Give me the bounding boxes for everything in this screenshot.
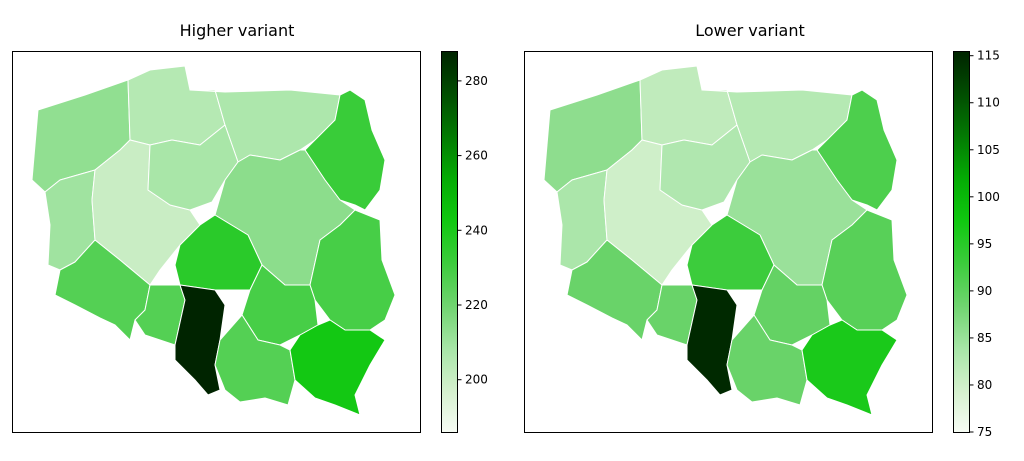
region-podkarpackie	[289, 319, 386, 416]
colorbar-tick-label: 80	[977, 378, 992, 392]
region-malopolskie	[214, 314, 296, 406]
colorbar	[441, 51, 458, 433]
colorbar-tick-label: 100	[977, 190, 1000, 204]
colorbar-tick-label: 115	[977, 49, 1000, 63]
colorbar-tick-label: 240	[465, 223, 488, 237]
colorbar-tick-label: 260	[465, 149, 488, 163]
colorbar-tick-label: 90	[977, 284, 992, 298]
colorbar-tick-label: 280	[465, 74, 488, 88]
colorbar-tick-label: 200	[465, 373, 488, 387]
colorbar-tick-label: 95	[977, 237, 992, 251]
region-slaskie	[686, 284, 738, 396]
colorbar	[953, 51, 970, 433]
panel-higher: Higher variant 200 220 240 260 280	[12, 21, 488, 433]
region-podkarpackie	[801, 319, 898, 416]
colorbar-tick-label: 85	[977, 331, 992, 345]
colorbar-tick-label: 110	[977, 96, 1000, 110]
panel-title: Higher variant	[180, 21, 295, 40]
colorbar-tick-label: 75	[977, 425, 992, 439]
colorbar-tick-label: 220	[465, 298, 488, 312]
colorbar-tick-label: 105	[977, 143, 1000, 157]
panel-title: Lower variant	[695, 21, 805, 40]
region-malopolskie	[726, 314, 808, 406]
region-slaskie	[174, 284, 226, 396]
panel-lower: Lower variant 75 80 85 90 95 100 105 110 115	[524, 21, 1000, 439]
